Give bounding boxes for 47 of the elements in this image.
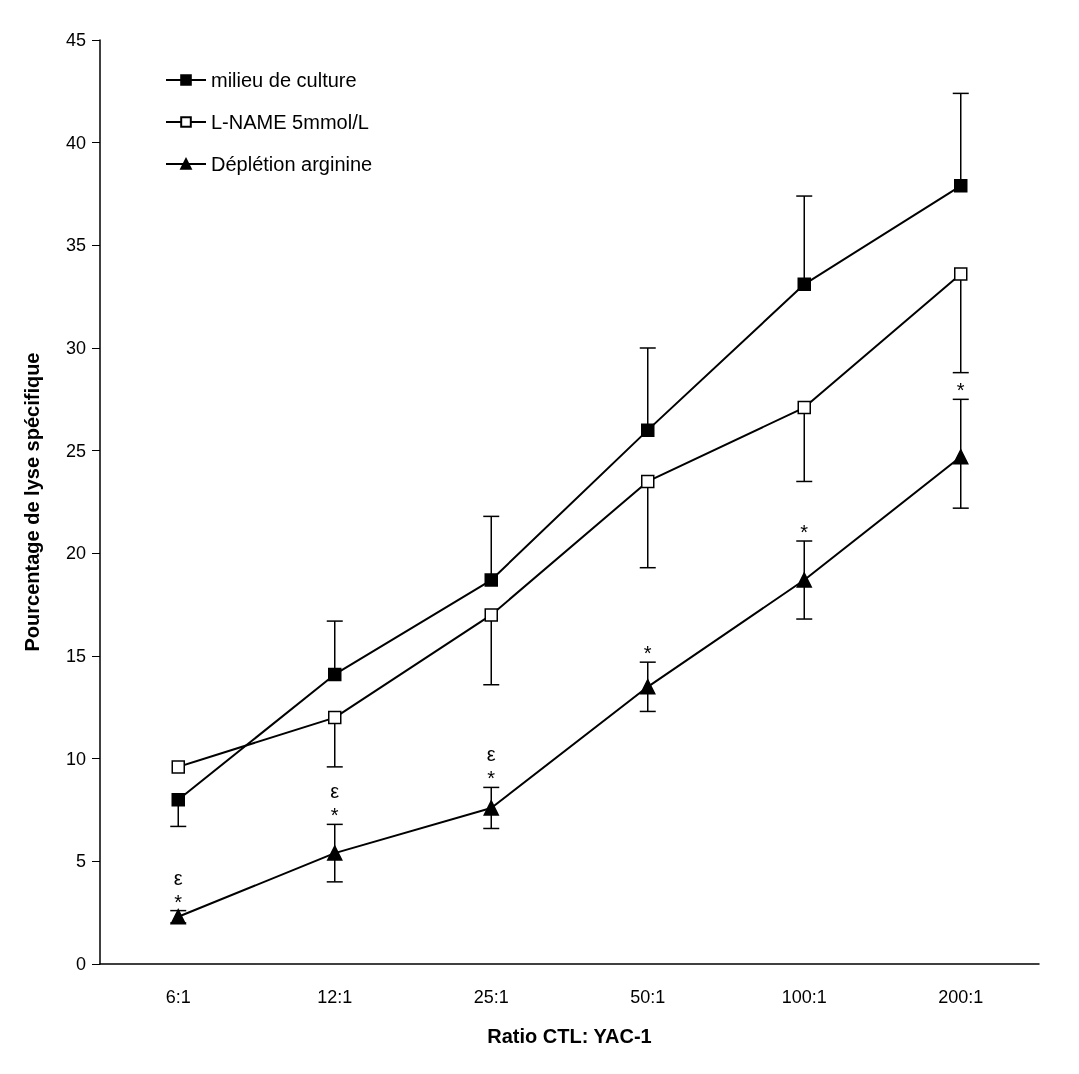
point (796, 572, 812, 588)
legend-label: milieu de culture (211, 69, 357, 91)
y-tick-label: 15 (65, 646, 86, 666)
y-tick-label: 0 (75, 954, 86, 974)
annotation: ε (330, 780, 340, 803)
point (171, 760, 185, 774)
y-tick-label: 5 (75, 851, 86, 872)
y-tick-label: 25 (65, 440, 86, 461)
y-tick-label: 10 (65, 748, 86, 769)
point (953, 449, 969, 465)
y-axis-title: Pourcentage de lyse spécifique (21, 352, 43, 652)
point (171, 792, 185, 807)
y-tick-label: 20 (65, 543, 86, 564)
point (954, 267, 968, 281)
annotation: * (800, 521, 809, 544)
point (328, 710, 342, 725)
legend-label: Déplétion arginine (211, 153, 373, 175)
point (954, 179, 968, 193)
point (797, 277, 811, 292)
y-tick-label: 40 (65, 132, 86, 153)
x-axis-title: Ratio CTL: YAC-1 (487, 1025, 652, 1047)
annotation: * (643, 642, 652, 665)
point (484, 573, 498, 587)
annotation: * (956, 379, 965, 402)
x-tick-label: 6:1 (165, 987, 191, 1007)
y-tick-label: 30 (65, 338, 86, 358)
point (327, 845, 343, 861)
x-tick-label: 200:1 (938, 987, 984, 1007)
x-tick-label: 50:1 (630, 987, 666, 1007)
point (641, 423, 655, 437)
point (797, 400, 811, 415)
y-tick-label: 45 (65, 30, 86, 50)
point (641, 474, 655, 489)
annotation: * (330, 804, 339, 827)
annotation: * (174, 890, 183, 913)
point (484, 608, 498, 622)
annotation: ε (486, 743, 496, 766)
x-tick-label: 12:1 (317, 987, 353, 1007)
y-tick-label: 35 (65, 235, 86, 256)
annotation: ε (173, 866, 183, 889)
point (328, 667, 342, 682)
point (640, 679, 656, 695)
legend-label: L-NAME 5mmol/L (211, 111, 369, 133)
annotation: * (487, 767, 496, 790)
x-tick-label: 100:1 (781, 987, 827, 1007)
point (483, 800, 499, 816)
x-tick-label: 25:1 (473, 987, 509, 1007)
